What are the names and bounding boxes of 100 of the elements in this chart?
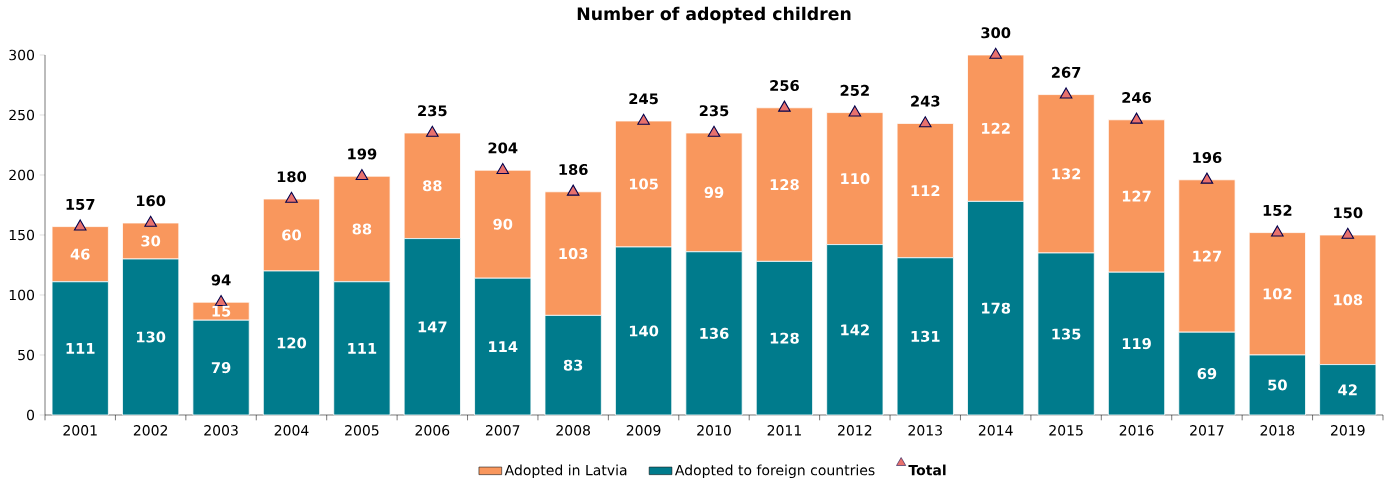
data-label: 199 bbox=[348, 148, 377, 160]
data-label: 186 bbox=[559, 164, 588, 176]
data-label: 245 bbox=[629, 93, 658, 105]
x-tick-label: 2011 bbox=[767, 425, 801, 436]
point bbox=[778, 100, 791, 112]
x-tick-label: 2017 bbox=[1190, 425, 1224, 436]
data-label: 243 bbox=[911, 95, 940, 107]
point bbox=[1200, 172, 1214, 184]
data-label: 127 bbox=[1122, 190, 1151, 202]
x-tick-label: 2007 bbox=[485, 425, 520, 436]
data-label: 160 bbox=[136, 195, 166, 207]
data-label: 88 bbox=[423, 180, 442, 192]
data-label: 131 bbox=[911, 330, 940, 342]
point bbox=[1059, 87, 1073, 99]
x-tick-label: 2015 bbox=[1049, 425, 1083, 436]
point bbox=[1341, 227, 1355, 239]
data-label: 103 bbox=[559, 248, 588, 260]
data-label: 246 bbox=[1122, 92, 1152, 104]
data-label: 105 bbox=[629, 178, 658, 190]
x-tick-label: 2008 bbox=[556, 425, 590, 436]
point bbox=[989, 47, 1002, 59]
point bbox=[73, 219, 87, 231]
y-tick-label: 200 bbox=[9, 169, 35, 181]
data-label: 135 bbox=[1052, 328, 1081, 340]
data-label: 108 bbox=[1334, 294, 1363, 306]
x-tick-label: 2004 bbox=[274, 425, 309, 436]
data-label: 127 bbox=[1193, 250, 1222, 262]
y-tick-label: 250 bbox=[9, 109, 35, 121]
point bbox=[848, 105, 862, 117]
data-label: 119 bbox=[1122, 338, 1151, 350]
data-label: 42 bbox=[1338, 384, 1357, 396]
point bbox=[637, 113, 650, 125]
x-tick-label: 2016 bbox=[1119, 425, 1154, 436]
data-label: 130 bbox=[136, 331, 166, 343]
data-label: 132 bbox=[1052, 168, 1081, 180]
data-label: 147 bbox=[418, 321, 447, 333]
chart-title: Number of adopted children bbox=[577, 6, 851, 24]
y-tick-label: 100 bbox=[9, 289, 35, 301]
data-label: 111 bbox=[348, 343, 377, 354]
data-label: 196 bbox=[1193, 152, 1222, 164]
data-label: 300 bbox=[981, 27, 1011, 39]
data-label: 99 bbox=[704, 186, 724, 198]
y-tick-label: 150 bbox=[9, 229, 35, 241]
data-label: 83 bbox=[563, 359, 583, 371]
x-tick-label: 2013 bbox=[908, 425, 942, 436]
x-tick-label: 2009 bbox=[626, 425, 661, 436]
data-label: 235 bbox=[699, 105, 729, 117]
data-label: 46 bbox=[70, 248, 90, 260]
x-tick-label: 2001 bbox=[63, 425, 97, 436]
data-label: 30 bbox=[141, 235, 161, 247]
data-label: 15 bbox=[212, 305, 231, 317]
data-label: 114 bbox=[489, 341, 518, 352]
data-label: 252 bbox=[840, 84, 869, 96]
data-label: 110 bbox=[841, 173, 870, 185]
point bbox=[426, 125, 439, 137]
x-tick-label: 2018 bbox=[1260, 425, 1295, 436]
data-label: 157 bbox=[66, 198, 95, 210]
y-tick-label: 50 bbox=[18, 349, 35, 361]
data-label: 79 bbox=[211, 362, 231, 374]
data-label: 204 bbox=[488, 142, 518, 154]
data-label: 142 bbox=[841, 324, 869, 336]
x-tick-label: 2002 bbox=[133, 425, 168, 436]
data-label: 111 bbox=[66, 343, 95, 354]
point bbox=[566, 184, 580, 196]
point bbox=[918, 116, 932, 128]
x-tick-label: 2003 bbox=[204, 425, 238, 436]
data-label: 88 bbox=[352, 223, 372, 235]
data-label: 235 bbox=[418, 105, 447, 117]
data-label: 120 bbox=[277, 337, 307, 349]
data-label: 152 bbox=[1263, 204, 1292, 216]
point bbox=[1130, 112, 1143, 124]
x-tick-label: 2005 bbox=[345, 425, 379, 436]
data-label: 178 bbox=[982, 302, 1011, 314]
data-label: 128 bbox=[770, 332, 799, 344]
point bbox=[144, 215, 157, 227]
y-tick-label: 0 bbox=[26, 409, 35, 421]
data-label: 112 bbox=[911, 185, 940, 197]
data-label: 180 bbox=[277, 171, 307, 183]
data-label: 90 bbox=[493, 218, 513, 230]
point bbox=[707, 125, 721, 137]
data-label: 69 bbox=[1197, 368, 1217, 380]
point bbox=[1271, 225, 1284, 237]
x-tick-label: 2012 bbox=[838, 425, 872, 436]
point bbox=[355, 168, 369, 181]
point bbox=[285, 191, 298, 203]
data-label: 150 bbox=[1334, 207, 1363, 219]
data-label: 102 bbox=[1263, 288, 1292, 300]
data-label: 128 bbox=[770, 179, 799, 191]
data-label: 267 bbox=[1051, 66, 1081, 78]
data-label: 140 bbox=[629, 325, 659, 337]
data-label: 122 bbox=[982, 122, 1010, 134]
data-label: 60 bbox=[282, 229, 301, 241]
data-label: 50 bbox=[1268, 379, 1287, 391]
point bbox=[496, 162, 510, 175]
legend-label: Adopted to foreign countries bbox=[674, 464, 875, 479]
x-tick-label: 2006 bbox=[415, 425, 450, 436]
x-tick-label: 2019 bbox=[1330, 425, 1365, 436]
legend-label: Total bbox=[908, 464, 946, 476]
y-tick-label: 300 bbox=[9, 49, 35, 61]
data-label: 136 bbox=[700, 327, 729, 339]
